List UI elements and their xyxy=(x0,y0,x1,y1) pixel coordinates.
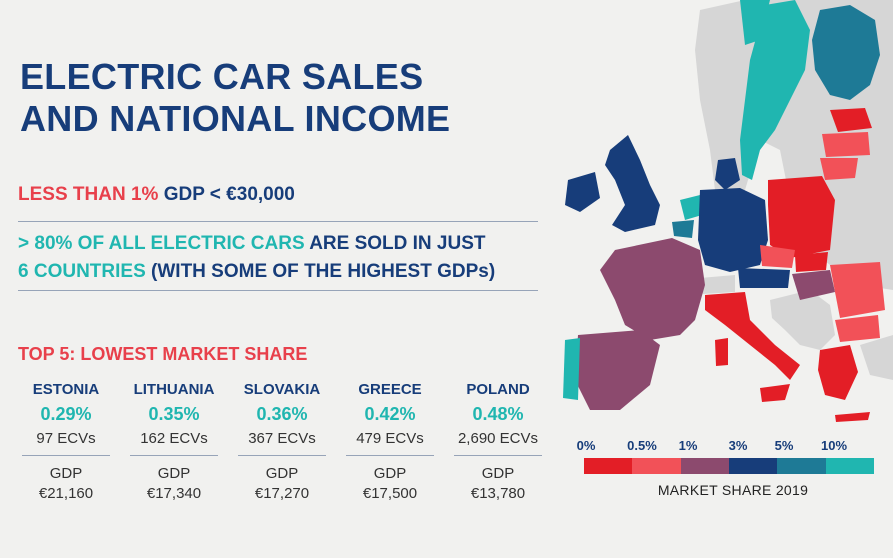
gdp-value: €17,270 xyxy=(254,485,310,502)
country-name: SLOVAKIA xyxy=(243,381,321,398)
legend-tick: 10% xyxy=(820,438,848,453)
country-ecvs: 162 ECVs xyxy=(140,430,208,447)
country-france xyxy=(600,238,705,340)
country-netherlands xyxy=(680,195,702,220)
country-romania xyxy=(830,262,885,318)
no-data-balkans xyxy=(770,290,835,350)
page-title: ELECTRIC CAR SALES AND NATIONAL INCOME xyxy=(20,56,450,140)
legend-color-bar xyxy=(584,458,874,474)
title-line-1: ELECTRIC CAR SALES xyxy=(20,56,424,97)
country-bulgaria xyxy=(835,315,880,342)
gdp-value: €17,340 xyxy=(146,485,202,502)
country-sicily xyxy=(760,384,790,402)
country-estonia xyxy=(830,108,872,132)
europe-map xyxy=(563,0,893,422)
gdp-label: GDP xyxy=(481,465,515,482)
legend-tick: 3% xyxy=(728,438,748,453)
legend-tick: 0.5% xyxy=(627,438,657,453)
sold-note-navy-2: (WITH SOME OF THE HIGHEST GDPs) xyxy=(151,261,496,282)
country-uk xyxy=(605,135,660,232)
column-divider xyxy=(238,455,326,456)
column-divider xyxy=(22,455,110,456)
country-column: ESTONIA 0.29% 97 ECVs GDP €21,160 xyxy=(16,379,116,504)
country-share: 0.29% xyxy=(40,404,92,424)
country-share: 0.35% xyxy=(148,404,200,424)
country-share: 0.48% xyxy=(472,404,524,424)
country-name: ESTONIA xyxy=(32,381,100,398)
country-hungary xyxy=(792,270,835,300)
legend-title: MARKET SHARE 2019 xyxy=(657,482,809,498)
divider xyxy=(18,221,538,222)
country-ecvs: 367 ECVs xyxy=(248,430,316,447)
country-share: 0.36% xyxy=(256,404,308,424)
column-divider xyxy=(346,455,434,456)
country-italy xyxy=(705,292,800,380)
country-germany xyxy=(698,188,768,272)
legend-swatch xyxy=(777,458,826,474)
country-greece xyxy=(818,345,858,400)
legend-tick: 0% xyxy=(576,438,596,453)
country-name: LITHUANIA xyxy=(133,381,215,398)
legend-tick: 1% xyxy=(678,438,698,453)
country-column: LITHUANIA 0.35% 162 ECVs GDP €17,340 xyxy=(124,379,224,504)
country-portugal xyxy=(563,338,580,400)
country-switzerland xyxy=(700,275,735,294)
legend-swatch xyxy=(680,458,729,474)
sold-note-teal-1: > 80% OF ALL ELECTRIC CARS xyxy=(18,233,305,254)
country-norway-tip xyxy=(740,0,770,45)
gdp-note-navy: GDP < €30,000 xyxy=(163,184,295,205)
country-belgium xyxy=(672,220,694,238)
top5-heading: TOP 5: LOWEST MARKET SHARE xyxy=(18,344,308,364)
legend-swatch xyxy=(632,458,681,474)
gdp-label: GDP xyxy=(373,465,407,482)
country-name: POLAND xyxy=(466,381,530,398)
country-column: SLOVAKIA 0.36% 367 ECVs GDP €17,270 xyxy=(232,379,332,504)
country-ecvs: 2,690 ECVs xyxy=(457,430,539,447)
country-name: GREECE xyxy=(358,381,422,398)
divider xyxy=(18,290,538,291)
country-latvia xyxy=(822,132,870,157)
country-austria xyxy=(738,268,790,288)
legend-ticks: 0% 0.5% 1% 3% 5% 10% xyxy=(560,438,880,456)
legend-swatch xyxy=(728,458,778,474)
country-lithuania xyxy=(820,158,858,180)
legend-swatch xyxy=(825,458,874,474)
sold-note-navy-1: ARE SOLD IN JUST xyxy=(309,233,486,254)
country-ireland xyxy=(565,172,600,212)
country-poland xyxy=(768,176,835,258)
title-line-2: AND NATIONAL INCOME xyxy=(20,98,451,139)
no-data-turkey xyxy=(860,335,893,380)
gdp-note: LESS THAN 1% GDP < €30,000 xyxy=(18,184,295,206)
gdp-label: GDP xyxy=(157,465,191,482)
sold-note: > 80% OF ALL ELECTRIC CARS ARE SOLD IN J… xyxy=(18,230,495,286)
gdp-value: €13,780 xyxy=(470,485,526,502)
country-denmark xyxy=(715,158,740,190)
country-column: POLAND 0.48% 2,690 ECVs GDP €13,780 xyxy=(448,379,548,504)
column-divider xyxy=(130,455,218,456)
country-share: 0.42% xyxy=(364,404,416,424)
country-sardinia xyxy=(715,338,728,366)
country-column: GREECE 0.42% 479 ECVs GDP €17,500 xyxy=(340,379,440,504)
gdp-value: €17,500 xyxy=(362,485,418,502)
country-slovakia xyxy=(795,252,828,272)
gdp-value: €21,160 xyxy=(38,485,94,502)
legend-swatch xyxy=(584,458,633,474)
gdp-label: GDP xyxy=(265,465,299,482)
country-ecvs: 97 ECVs xyxy=(36,430,96,447)
gdp-label: GDP xyxy=(49,465,83,482)
country-spain xyxy=(575,330,660,410)
country-czechia xyxy=(760,245,795,268)
column-divider xyxy=(454,455,542,456)
legend-tick: 5% xyxy=(774,438,794,453)
sold-note-teal-2: 6 COUNTRIES xyxy=(18,261,146,282)
country-ecvs: 479 ECVs xyxy=(356,430,424,447)
country-crete xyxy=(835,412,870,422)
country-sweden xyxy=(740,0,810,180)
gdp-note-red: LESS THAN 1% xyxy=(18,184,159,205)
country-finland xyxy=(812,5,880,100)
